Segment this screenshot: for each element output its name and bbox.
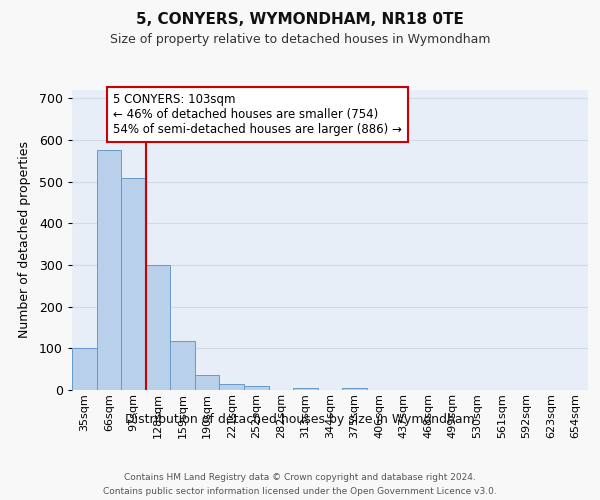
Text: Size of property relative to detached houses in Wymondham: Size of property relative to detached ho…	[110, 32, 490, 46]
Text: Contains HM Land Registry data © Crown copyright and database right 2024.: Contains HM Land Registry data © Crown c…	[124, 472, 476, 482]
Text: 5 CONYERS: 103sqm
← 46% of detached houses are smaller (754)
54% of semi-detache: 5 CONYERS: 103sqm ← 46% of detached hous…	[113, 93, 402, 136]
Bar	[293, 388, 318, 390]
Bar	[220, 384, 244, 390]
Text: Contains public sector information licensed under the Open Government Licence v3: Contains public sector information licen…	[103, 488, 497, 496]
Bar	[97, 150, 121, 390]
Bar	[146, 265, 170, 390]
Y-axis label: Number of detached properties: Number of detached properties	[17, 142, 31, 338]
Text: 5, CONYERS, WYMONDHAM, NR18 0TE: 5, CONYERS, WYMONDHAM, NR18 0TE	[136, 12, 464, 28]
Bar	[170, 341, 195, 390]
Text: Distribution of detached houses by size in Wymondham: Distribution of detached houses by size …	[125, 412, 475, 426]
Bar	[72, 348, 97, 390]
Bar	[244, 386, 269, 390]
Bar	[342, 388, 367, 390]
Bar	[195, 374, 220, 390]
Bar	[121, 178, 146, 390]
